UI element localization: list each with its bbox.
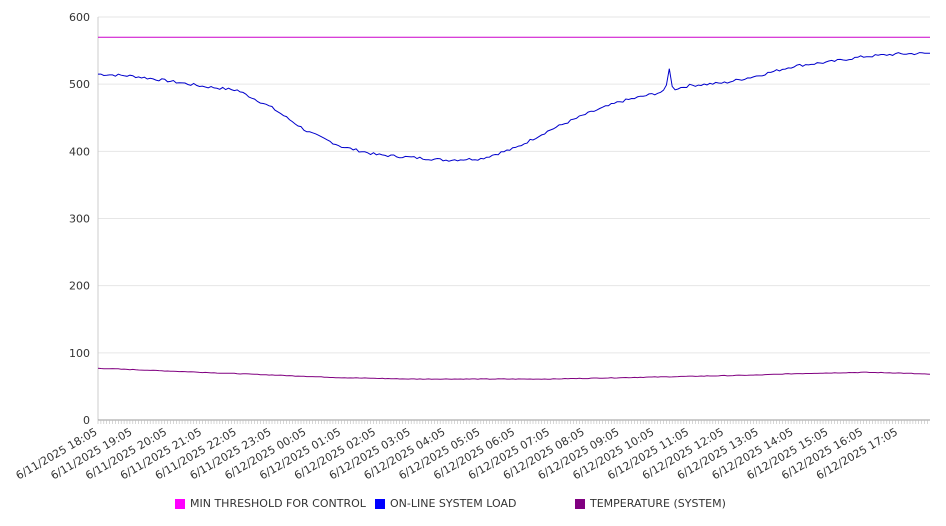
y-tick-label: 600 xyxy=(69,11,90,24)
y-tick-label: 0 xyxy=(83,414,90,427)
series-line-2 xyxy=(97,367,931,380)
legend-swatch xyxy=(575,498,585,509)
legend-swatch xyxy=(375,498,385,509)
legend-label: ON-LINE SYSTEM LOAD xyxy=(390,497,517,510)
legend: MIN THRESHOLD FOR CONTROL ON-LINE SYSTEM … xyxy=(0,497,946,513)
x-tick-labels: 6/11/2025 18:056/11/2025 19:056/11/2025 … xyxy=(14,425,900,482)
legend-label: TEMPERATURE (SYSTEM) xyxy=(590,497,726,510)
axes xyxy=(97,17,930,424)
legend-item[interactable]: TEMPERATURE (SYSTEM) xyxy=(575,497,726,510)
y-tick-labels: 0 100 200 300 400 500 600 xyxy=(69,11,90,427)
y-tick-label: 500 xyxy=(69,78,90,91)
series-line-1 xyxy=(98,52,930,162)
y-tick-label: 100 xyxy=(69,347,90,360)
legend-item[interactable]: MIN THRESHOLD FOR CONTROL xyxy=(175,497,366,510)
legend-item[interactable]: ON-LINE SYSTEM LOAD xyxy=(375,497,516,510)
legend-label: MIN THRESHOLD FOR CONTROL xyxy=(190,497,366,510)
y-tick-label: 200 xyxy=(69,280,90,293)
y-tick-label: 400 xyxy=(69,145,90,158)
legend-swatch xyxy=(175,498,185,509)
grid xyxy=(98,16,930,354)
y-tick-label: 300 xyxy=(69,213,90,226)
series-lines xyxy=(97,36,931,380)
